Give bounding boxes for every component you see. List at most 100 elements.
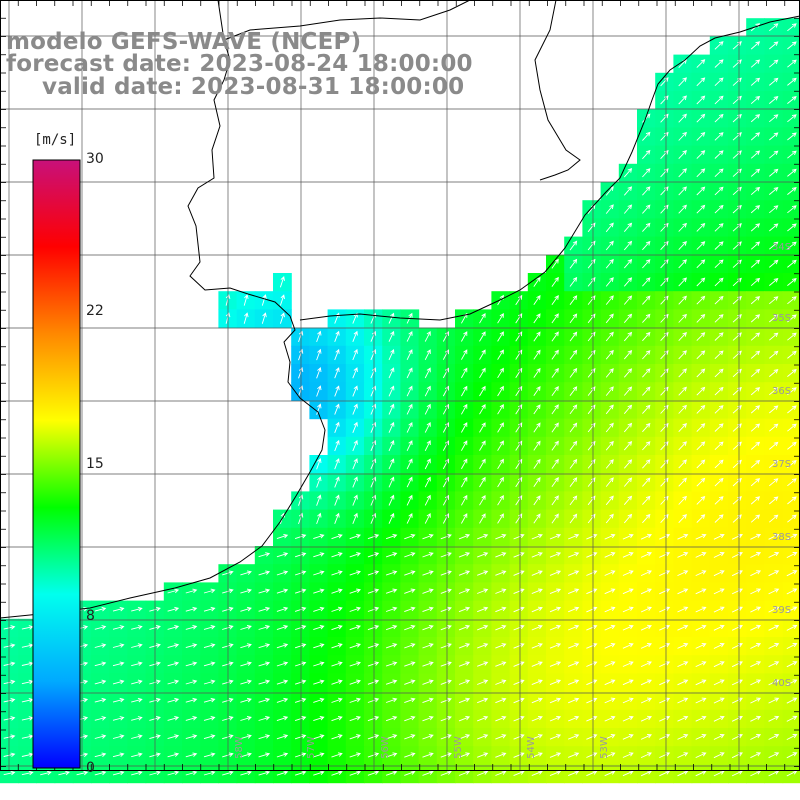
wind-arrow [769, 23, 779, 32]
wind-arrow [750, 223, 761, 232]
wind-arrow [131, 661, 143, 667]
wind-arrow [442, 476, 449, 488]
wind-arrow [604, 752, 616, 758]
wind-arrow [495, 606, 507, 613]
wind-arrow [352, 494, 358, 506]
wind-arrow [714, 241, 724, 250]
wind-arrow [750, 186, 761, 196]
wind-arrow [551, 477, 559, 488]
wind-arrow [349, 624, 361, 631]
wind-arrow [385, 533, 398, 540]
wind-arrow [551, 513, 559, 524]
wind-arrow [769, 423, 779, 432]
wind-arrow [331, 734, 343, 740]
wind-arrow [458, 624, 471, 631]
wind-arrow [696, 241, 706, 250]
lon-label-56w: 56W [379, 736, 391, 759]
wind-arrow [768, 588, 780, 595]
wind-arrow [515, 331, 523, 342]
wind-arrow [533, 495, 541, 506]
wind-arrow [461, 331, 468, 342]
wind-arrow [316, 367, 322, 379]
wind-arrow [696, 113, 706, 123]
wind-arrow [294, 570, 307, 576]
wind-arrow [316, 476, 322, 488]
wind-arrow [660, 186, 669, 196]
wind-arrow [569, 477, 578, 487]
wind-arrow [94, 716, 107, 721]
wind-arrow [750, 697, 762, 704]
wind-arrow [769, 223, 779, 232]
wind-arrow [479, 513, 486, 524]
wind-arrow [714, 186, 724, 196]
wind-arrow [787, 277, 797, 286]
wind-arrow [678, 295, 687, 305]
wind-arrow [334, 385, 340, 397]
wind-arrow [750, 296, 761, 305]
wind-arrow [477, 588, 489, 594]
wind-arrow [568, 570, 580, 576]
wind-arrow [696, 477, 706, 487]
wind-arrow [479, 422, 486, 433]
wind-arrow [370, 512, 377, 524]
wind-arrow [331, 643, 343, 649]
wind-arrow [388, 476, 395, 488]
wind-arrow [696, 59, 706, 68]
wind-arrow [587, 222, 596, 233]
wind-arrow [276, 679, 289, 685]
wind-arrow [531, 643, 543, 649]
wind-arrow [659, 734, 671, 740]
wind-arrow [586, 752, 598, 758]
wind-arrow [695, 606, 707, 613]
wind-arrow [660, 131, 669, 141]
wind-arrow [769, 478, 779, 487]
wind-arrow [787, 423, 797, 432]
wind-arrow [750, 350, 761, 359]
wind-arrow [604, 533, 616, 540]
wind-arrow [605, 240, 614, 251]
wind-arrow [787, 441, 797, 450]
wind-arrow [167, 716, 180, 721]
wind-arrow [713, 661, 725, 668]
wind-arrow [640, 624, 652, 631]
wind-arrow [424, 440, 431, 452]
wind-arrow [713, 606, 725, 613]
wind-arrow [222, 661, 234, 667]
wind-arrow [769, 59, 779, 68]
wind-arrow [587, 258, 596, 269]
wind-arrow [531, 734, 543, 740]
wind-arrow [587, 277, 596, 287]
coastline [0, 0, 326, 619]
wind-arrow [640, 588, 652, 595]
wind-arrow [732, 350, 742, 359]
wind-arrow [422, 624, 434, 631]
wind-arrow [642, 240, 651, 251]
wind-arrow [696, 295, 706, 305]
wind-arrow [750, 643, 762, 649]
wind-arrow [370, 440, 377, 452]
wind-arrow [605, 459, 614, 469]
wind-arrow [442, 331, 449, 342]
wind-arrow [622, 661, 634, 667]
wind-arrow [94, 770, 107, 776]
wind-arrow [112, 734, 125, 739]
wind-arrow [714, 59, 724, 68]
wind-arrow [531, 570, 543, 576]
wind-arrow [334, 458, 340, 470]
wind-arrow [495, 734, 507, 740]
wind-arrow [623, 349, 633, 360]
wind-arrow [677, 552, 689, 558]
wind-arrow [786, 606, 798, 613]
wind-arrow [622, 679, 634, 686]
wind-arrow [313, 770, 325, 776]
wind-arrow [731, 715, 743, 722]
wind-arrow [495, 679, 507, 685]
wind-arrow [750, 606, 762, 613]
wind-arrow [678, 423, 687, 433]
lat-lon-grid [0, 0, 800, 771]
wind-arrow [370, 494, 377, 506]
wind-arrow [422, 697, 434, 704]
wind-arrow [167, 643, 180, 649]
wind-arrow [276, 734, 289, 740]
wind-arrow [404, 697, 416, 704]
